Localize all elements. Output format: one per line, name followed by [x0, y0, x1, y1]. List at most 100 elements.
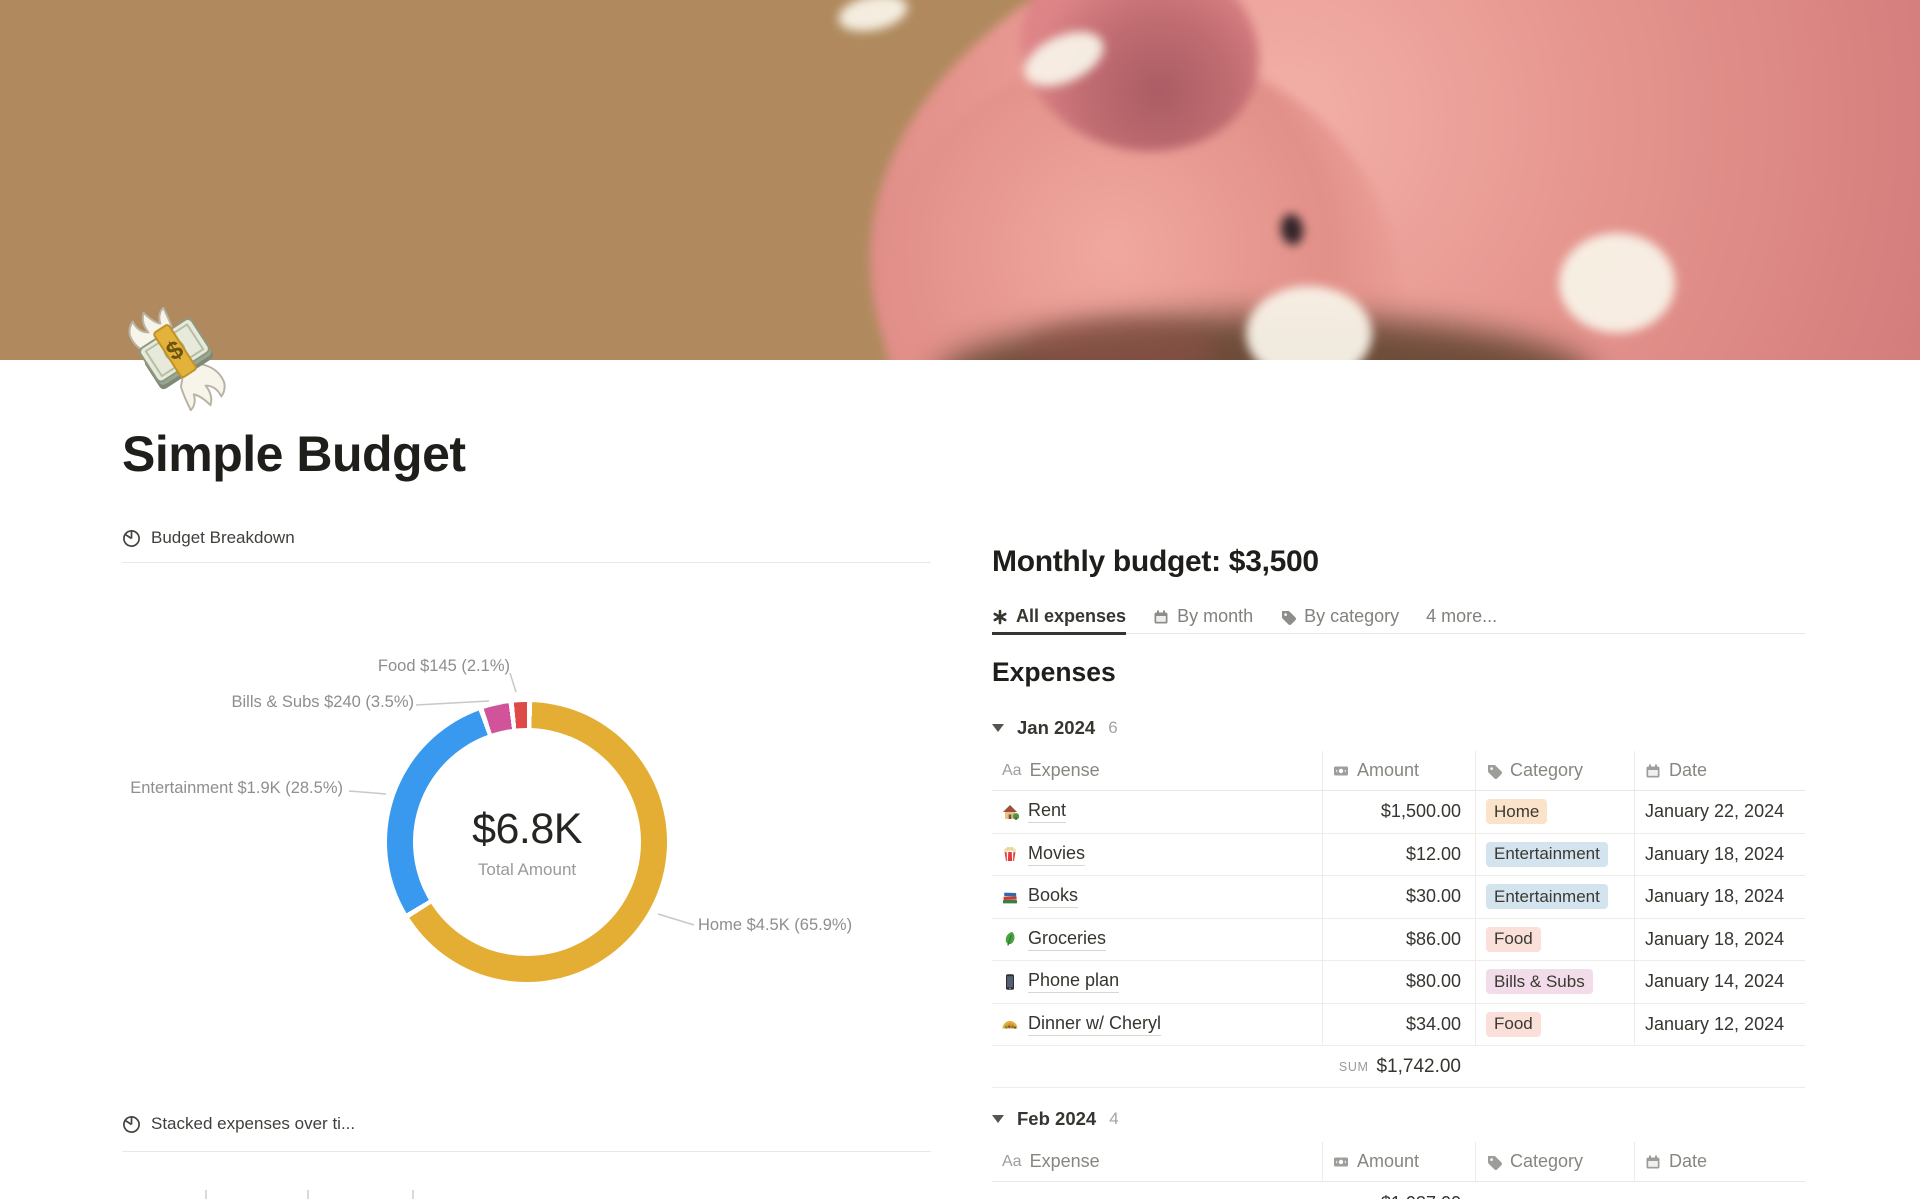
money-with-wings-icon[interactable]: $ — [120, 300, 238, 418]
amount-cell[interactable]: $1,500.00 — [1322, 791, 1475, 833]
house-garden-icon — [1000, 802, 1020, 822]
column-category[interactable]: Category — [1475, 751, 1634, 790]
category-cell[interactable]: Entertainment — [1475, 833, 1634, 875]
budget-database: Monthly budget: $3,500 All expenses By m… — [992, 543, 1805, 1199]
amount-cell[interactable]: $34.00 — [1322, 1003, 1475, 1045]
column-expense[interactable]: Aa Expense — [1002, 760, 1100, 780]
date-cell[interactable]: January 22, 2024 — [1634, 791, 1805, 833]
category-badge[interactable]: Entertainment — [1486, 841, 1608, 867]
tag-icon — [1488, 1155, 1502, 1170]
text-type-icon: Aa — [1002, 1152, 1022, 1170]
amount-cell[interactable]: $30.00 — [1322, 876, 1475, 918]
donut-center: $6.8K Total Amount — [387, 702, 667, 982]
category-badge[interactable]: Bills & Subs — [1486, 969, 1593, 995]
table-row[interactable]: Phone plan $80.00 Bills & Subs January 1… — [992, 961, 1805, 1004]
amount-cell[interactable]: $12.00 — [1322, 833, 1475, 875]
date-cell[interactable]: January 12, 2024 — [1634, 1003, 1805, 1045]
category-cell[interactable]: Food — [1475, 918, 1634, 960]
date-cell[interactable]: January 18, 2024 — [1634, 876, 1805, 918]
banknote-icon — [1334, 766, 1348, 775]
tag-icon — [1282, 610, 1297, 625]
expense-name[interactable]: Movies — [1028, 843, 1086, 866]
column-expense[interactable]: Aa Expense — [1002, 1151, 1100, 1171]
expense-name[interactable]: Dinner w/ Cheryl — [1028, 1013, 1162, 1036]
category-cell[interactable]: Bills & Subs — [1475, 961, 1634, 1003]
expense-cell[interactable]: Rent — [992, 791, 1322, 833]
category-badge[interactable]: Food — [1486, 926, 1541, 952]
table-row[interactable]: Dinner w/ Cheryl $34.00 Food January 12,… — [992, 1003, 1805, 1046]
date-cell[interactable]: January 18, 2024 — [1634, 918, 1805, 960]
amount-cell[interactable]: $80.00 — [1322, 961, 1475, 1003]
expense-name[interactable]: Phone plan — [1028, 970, 1120, 994]
asterisk-icon — [993, 609, 1007, 624]
table-row[interactable]: Rent $1,500.00 Home January 22, 2024 — [992, 791, 1805, 834]
date-cell[interactable]: January 14, 2024 — [1634, 961, 1805, 1003]
taco-icon — [1000, 1014, 1020, 1034]
banknote-icon — [1334, 1157, 1348, 1166]
expense-name[interactable]: Books — [1028, 885, 1079, 909]
expense-cell[interactable]: Phone plan — [992, 961, 1322, 1003]
cover-image — [0, 0, 1920, 360]
sum-label: SUM — [1338, 1059, 1369, 1074]
amount-cell: $1,937.00 — [1322, 1182, 1475, 1199]
category-cell[interactable]: Entertainment — [1475, 876, 1634, 918]
mobile-phone-icon — [1000, 972, 1020, 992]
tab-by-category[interactable]: By category — [1280, 600, 1399, 634]
calendar-icon — [1646, 1154, 1660, 1168]
collapse-triangle-icon[interactable] — [992, 1115, 1004, 1123]
sum-row[interactable]: SUM $1,742.00 — [992, 1046, 1805, 1088]
donut-total-label: Total Amount — [477, 859, 577, 879]
collapse-triangle-icon[interactable] — [992, 724, 1004, 732]
leader-lines — [348, 672, 695, 926]
popcorn-icon — [1000, 844, 1020, 864]
chart-tick — [307, 1190, 309, 1199]
piggy-bank-photo — [0, 0, 1920, 360]
table-row[interactable]: Books $30.00 Entertainment January 18, 2… — [992, 876, 1805, 919]
column-category[interactable]: Category — [1475, 1142, 1634, 1181]
table-row-partial[interactable]: $1,937.00 — [992, 1182, 1805, 1199]
category-badge[interactable]: Home — [1486, 799, 1548, 825]
amount-cell[interactable]: $86.00 — [1322, 918, 1475, 960]
donut-total-value: $6.8K — [472, 804, 582, 853]
expense-cell[interactable]: Movies — [992, 834, 1322, 876]
expenses-heading: Expenses — [992, 657, 1116, 687]
budget-breakdown-chart: $6.8K Total Amount Food $145 (2.1%) Bill… — [122, 565, 931, 1025]
chart-tick — [412, 1190, 414, 1199]
page-title[interactable]: Simple Budget — [122, 426, 466, 482]
section-stacked-expenses[interactable]: Stacked expenses over ti... — [122, 1112, 931, 1136]
pie-label-home: Home $4.5K (65.9%) — [698, 916, 853, 934]
pie-label-entertainment: Entertainment $1.9K (28.5%) — [130, 779, 343, 797]
tab-all-expenses[interactable]: All expenses — [992, 600, 1127, 635]
column-date[interactable]: Date — [1634, 1142, 1805, 1181]
category-badge[interactable]: Food — [1486, 1011, 1541, 1037]
column-amount[interactable]: Amount — [1322, 1142, 1475, 1181]
expense-cell[interactable]: Groceries — [992, 919, 1322, 961]
text-type-icon: Aa — [1002, 761, 1022, 779]
table-header: Aa Expense Amount Category — [992, 1142, 1805, 1182]
expense-name[interactable]: Groceries — [1028, 928, 1107, 951]
tab-more-views[interactable]: 4 more... — [1426, 606, 1498, 626]
monthly-budget-heading[interactable]: Monthly budget: $3,500 — [992, 545, 1319, 578]
table-row[interactable]: Movies $12.00 Entertainment January 18, … — [992, 833, 1805, 876]
group-header-jan[interactable]: Jan 2024 6 — [992, 713, 1805, 743]
donut-chart[interactable] — [387, 702, 667, 982]
category-cell[interactable]: Food — [1475, 1003, 1634, 1045]
section-budget-breakdown[interactable]: Budget Breakdown — [122, 526, 931, 550]
group-count: 6 — [1108, 718, 1118, 737]
column-date[interactable]: Date — [1634, 751, 1805, 790]
table-row[interactable]: Groceries $86.00 Food January 18, 2024 — [992, 918, 1805, 961]
expense-name[interactable]: Rent — [1028, 800, 1067, 824]
calendar-icon — [1154, 609, 1168, 623]
category-badge[interactable]: Entertainment — [1486, 884, 1608, 910]
divider — [122, 562, 931, 563]
tab-by-month[interactable]: By month — [1153, 600, 1253, 634]
group-header-feb[interactable]: Feb 2024 4 — [992, 1104, 1805, 1134]
column-amount[interactable]: Amount — [1322, 751, 1475, 790]
expense-cell[interactable]: Books — [992, 876, 1322, 918]
table-body-jan: Rent $1,500.00 Home January 22, 2024 Mov… — [992, 791, 1805, 1046]
expense-cell[interactable]: Dinner w/ Cheryl — [992, 1004, 1322, 1046]
date-cell[interactable]: January 18, 2024 — [1634, 833, 1805, 875]
category-cell[interactable]: Home — [1475, 791, 1634, 833]
sum-value: $1,742.00 — [1376, 1055, 1461, 1077]
